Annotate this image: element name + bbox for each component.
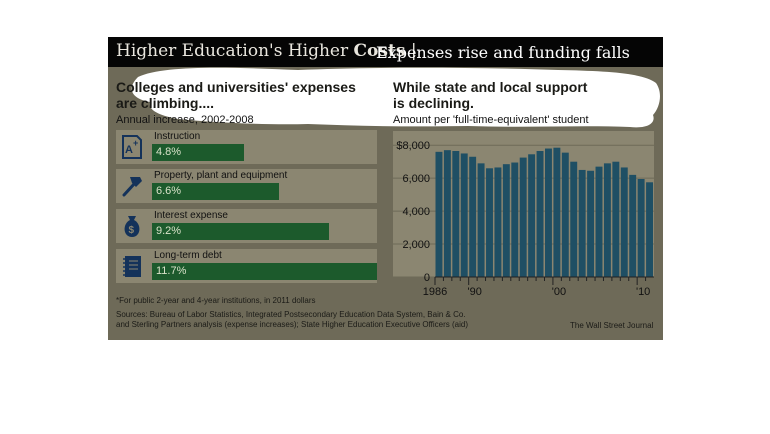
expense-value: 4.8% — [156, 146, 182, 158]
x-tick-label: '10 — [636, 286, 650, 298]
expense-label: Interest expense — [154, 210, 228, 221]
highlight-blob — [131, 67, 660, 128]
support-bar — [469, 156, 477, 277]
support-bar — [587, 170, 595, 277]
support-bar — [637, 179, 645, 277]
expense-value: 11.7% — [156, 265, 187, 277]
support-bar — [494, 167, 502, 277]
support-bar — [536, 151, 544, 277]
infographic: Higher Education's Higher Costs | Expens… — [108, 37, 663, 340]
support-bar — [511, 162, 519, 277]
svg-text:A: A — [125, 144, 133, 156]
expense-bar: 6.6% — [152, 183, 279, 200]
expense-label: Instruction — [154, 131, 201, 142]
support-bar — [519, 157, 527, 277]
page-subtitle: Expenses rise and funding falls — [376, 43, 630, 62]
expense-bar: 4.8% — [152, 144, 245, 161]
money-bag-icon: $ — [124, 216, 140, 237]
title-text-2: Costs — [353, 41, 406, 61]
support-bar — [502, 164, 510, 277]
support-bar — [603, 163, 611, 277]
svg-text:+: + — [133, 138, 138, 148]
hammer-icon — [122, 177, 142, 197]
support-bar — [620, 167, 628, 277]
title-separator: | — [410, 41, 417, 61]
credit: The Wall Street Journal — [570, 321, 654, 330]
left-subheading: Annual increase, 2002-2008 — [116, 114, 254, 126]
svg-text:$: $ — [129, 225, 135, 236]
support-bar — [553, 147, 561, 277]
x-tick-label: 1986 — [423, 286, 447, 298]
support-bar — [452, 151, 460, 277]
expense-row-instruction: A + Instruction 4.8% — [116, 130, 377, 164]
support-bar — [629, 174, 637, 277]
y-tick-label: 2,000 — [402, 239, 430, 251]
y-tick-label: 0 — [424, 272, 430, 284]
y-tick-label: 4,000 — [402, 206, 430, 218]
y-tick-label: 6,000 — [402, 173, 430, 185]
x-tick-label: '90 — [468, 286, 482, 298]
title-text-1: Higher Education's Higher — [116, 41, 349, 61]
support-bar — [460, 153, 468, 277]
expense-label: Long-term debt — [154, 250, 222, 261]
support-bar — [612, 161, 620, 277]
support-bar — [443, 150, 451, 277]
right-subheading: Amount per 'full-time-equivalent' studen… — [393, 114, 589, 126]
support-bar — [477, 163, 485, 277]
support-bar — [545, 148, 552, 277]
right-heading-line2: is declining. — [393, 95, 474, 111]
expense-row-debt: Long-term debt 11.7% — [116, 249, 377, 283]
support-chart: $8,000 6,000 4,000 2,000 0 1986 '90 '00 '10 — [393, 131, 654, 298]
left-heading-line1: Colleges and universities' expenses — [116, 79, 356, 95]
expense-value: 6.6% — [156, 185, 182, 197]
support-bar — [435, 151, 443, 277]
expense-bar: 9.2% — [152, 223, 329, 240]
page-title: Higher Education's Higher Costs | — [116, 41, 417, 61]
right-heading: While state and local support is declini… — [393, 79, 587, 111]
expense-value: 9.2% — [156, 225, 182, 237]
expense-row-property: Property, plant and equipment 6.6% — [116, 169, 377, 203]
support-bar — [646, 182, 653, 277]
y-tick-label: $8,000 — [396, 140, 430, 152]
support-bar — [561, 152, 569, 277]
sources-line2: and Sterling Partners analysis (expense … — [116, 320, 469, 329]
asterisk-note: *For public 2-year and 4-year institutio… — [116, 296, 316, 305]
support-bar — [595, 166, 603, 277]
support-bar — [528, 154, 536, 277]
instruction-grade-icon: A + — [122, 135, 142, 159]
support-bar — [578, 169, 586, 277]
support-bar — [570, 161, 578, 277]
title-bar: Higher Education's Higher Costs | Expens… — [108, 37, 663, 67]
x-tick-label: '00 — [552, 286, 566, 298]
left-heading-line2: are climbing.... — [116, 95, 215, 111]
support-bar — [486, 168, 493, 277]
notebook-icon — [123, 256, 141, 277]
right-heading-line1: While state and local support — [393, 79, 588, 95]
expense-label: Property, plant and equipment — [154, 170, 288, 181]
expense-bar: 11.7% — [152, 263, 377, 280]
expense-row-interest: $ Interest expense 9.2% — [116, 209, 377, 243]
sources-line1: Sources: Bureau of Labor Statistics, Int… — [116, 310, 466, 319]
left-heading: Colleges and universities' expenses are … — [116, 79, 356, 111]
